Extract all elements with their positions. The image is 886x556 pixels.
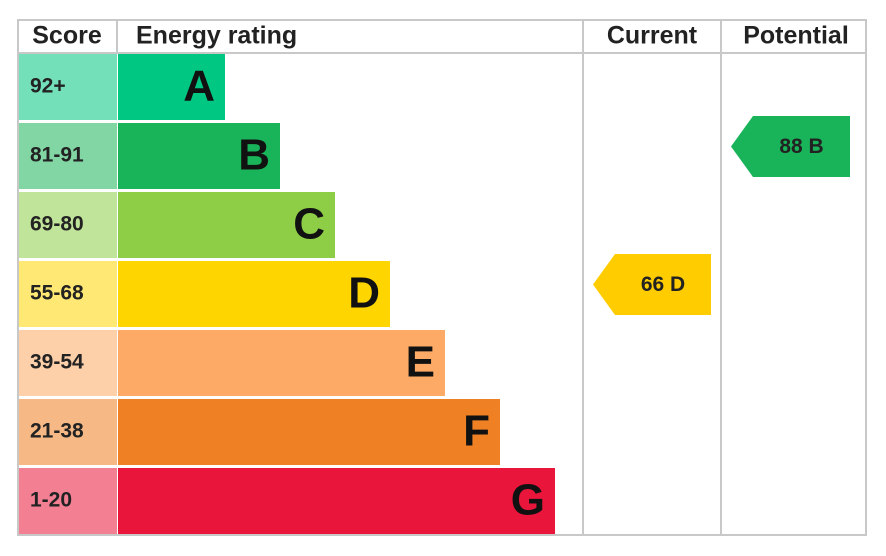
rating-letter: E [406, 338, 435, 387]
score-cell [19, 123, 117, 189]
rating-letter: C [293, 200, 325, 249]
rating-bar [118, 261, 390, 327]
rating-bar [118, 399, 500, 465]
rating-letter: B [238, 131, 270, 180]
header-score: Score [32, 22, 102, 50]
score-cell [19, 54, 117, 120]
rating-letter: F [463, 407, 490, 456]
header-rating: Energy rating [136, 22, 297, 50]
score-label: 21-38 [30, 420, 84, 443]
score-cell [19, 261, 117, 327]
current-arrow [593, 254, 711, 315]
rating-bar [118, 330, 445, 396]
score-cell [19, 330, 117, 396]
rating-letter: G [511, 476, 545, 525]
potential-arrow [731, 116, 850, 177]
potential-label: 88 B [779, 135, 823, 158]
table-frame [17, 19, 867, 536]
frame-border [17, 19, 867, 536]
rating-letter: D [348, 269, 380, 318]
score-label: 1-20 [30, 489, 72, 512]
score-label: 81-91 [30, 144, 84, 167]
current-label: 66 D [641, 273, 685, 296]
score-label: 55-68 [30, 282, 84, 305]
score-label: 69-80 [30, 213, 84, 236]
rating-letter: A [183, 62, 215, 111]
rating-bar [118, 468, 555, 534]
rating-bar [118, 123, 280, 189]
score-cell [19, 468, 117, 534]
score-cell [19, 399, 117, 465]
header-current: Current [607, 22, 698, 50]
score-label: 39-54 [30, 351, 84, 374]
header-potential: Potential [743, 22, 849, 50]
rating-bar [118, 54, 225, 120]
score-label: 92+ [30, 75, 66, 98]
score-cell [19, 192, 117, 258]
rating-bar [118, 192, 335, 258]
